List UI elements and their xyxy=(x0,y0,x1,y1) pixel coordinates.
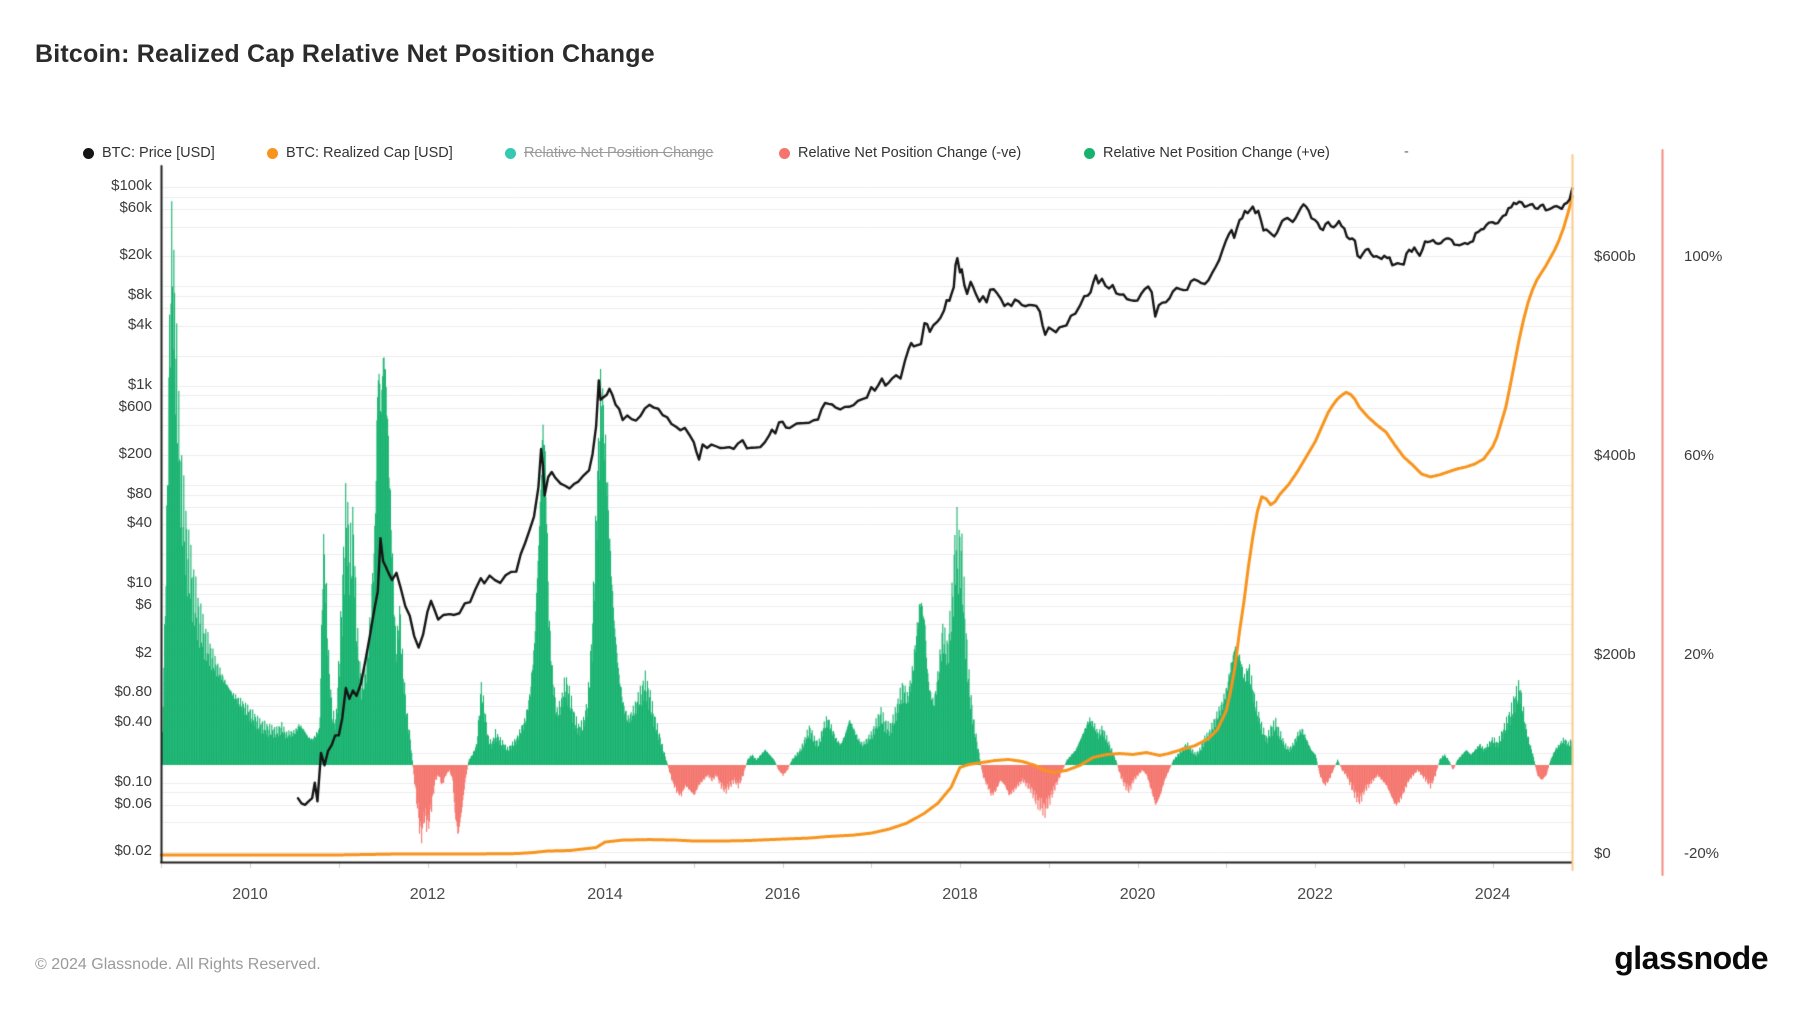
x-axis-year-label: 2010 xyxy=(232,886,268,903)
legend-item-label: Relative Net Position Change (-ve) xyxy=(798,145,1022,161)
y-axis-price-tick-label: $80 xyxy=(126,484,152,502)
legend-item-label: BTC: Price [USD] xyxy=(102,145,215,161)
y-axis-price-tick-label: $4k xyxy=(127,315,152,333)
y-axis-price-tick-label: $600 xyxy=(118,397,152,415)
legend-item[interactable]: BTC: Price [USD] xyxy=(83,144,215,162)
glassnode-logo: glassnode xyxy=(1614,940,1768,976)
y-axis-realized-cap-tick-label: $400b xyxy=(1594,447,1636,464)
legend-item-label: Relative Net Position Change xyxy=(524,145,714,161)
legend-item[interactable]: BTC: Realized Cap [USD] xyxy=(267,144,453,162)
y-axis-price-tick-label: $0.80 xyxy=(114,683,152,701)
x-axis-year-label: 2018 xyxy=(942,886,978,903)
y-axis-price-tick-label: $2 xyxy=(135,643,152,661)
y-axis-price-tick-label: $0.40 xyxy=(114,713,152,730)
footer-copyright: © 2024 Glassnode. All Rights Reserved. xyxy=(35,956,321,973)
x-axis-year-label: 2022 xyxy=(1297,886,1333,903)
legend-item-label: Relative Net Position Change (+ve) xyxy=(1103,145,1330,161)
y-axis-price-tick-label: $200 xyxy=(118,445,152,462)
x-axis-year-label: 2016 xyxy=(764,886,801,903)
y-axis-price-tick-label: $40 xyxy=(126,514,152,532)
y-axis-price-tick-label: $0.10 xyxy=(114,772,152,790)
y-axis-price-tick-label: $0.02 xyxy=(114,842,152,860)
y-axis-percent-tick-label: 60% xyxy=(1684,447,1715,464)
legend-item[interactable]: Relative Net Position Change xyxy=(505,144,713,162)
y-axis-realized-cap-tick-label: $600b xyxy=(1594,248,1636,265)
y-axis-percent-tick-label: -20% xyxy=(1684,845,1720,862)
legend-item[interactable]: Relative Net Position Change (+ve) xyxy=(1084,144,1330,162)
y-axis-price-tick-label: $8k xyxy=(127,285,152,303)
x-axis-year-label: 2024 xyxy=(1474,886,1511,903)
y-axis-price-tick-label: $100k xyxy=(111,177,152,194)
y-axis-percent-tick-label: 20% xyxy=(1684,646,1715,663)
x-axis-year-label: 2020 xyxy=(1119,886,1156,903)
y-axis-percent-tick-label: 100% xyxy=(1684,248,1723,265)
y-axis-price-tick-label: $6 xyxy=(135,596,152,614)
x-axis-year-label: 2014 xyxy=(587,886,623,903)
y-axis-realized-cap-tick-label: $0 xyxy=(1594,845,1611,862)
y-axis-realized-cap-tick-label: $200b xyxy=(1594,646,1636,663)
legend-dot-icon xyxy=(83,147,94,159)
legend-item-label: BTC: Realized Cap [USD] xyxy=(286,145,453,161)
legend-item[interactable]: Relative Net Position Change (-ve) xyxy=(779,144,1021,162)
legend-dot-icon xyxy=(1084,147,1095,159)
y-axis-price-tick-label: $60k xyxy=(119,199,152,217)
legend-dot-icon xyxy=(267,147,278,159)
legend-overflow-dash[interactable]: - xyxy=(1404,144,1409,160)
x-axis-year-label: 2012 xyxy=(409,886,446,903)
y-axis-price-tick-label: $1k xyxy=(127,375,152,393)
y-axis-price-tick-label: $10 xyxy=(126,574,152,592)
legend-dot-icon xyxy=(779,147,790,159)
legend-dot-icon xyxy=(505,147,516,159)
y-axis-price-tick-label: $20k xyxy=(119,246,152,264)
y-axis-price-tick-label: $0.06 xyxy=(114,794,152,812)
